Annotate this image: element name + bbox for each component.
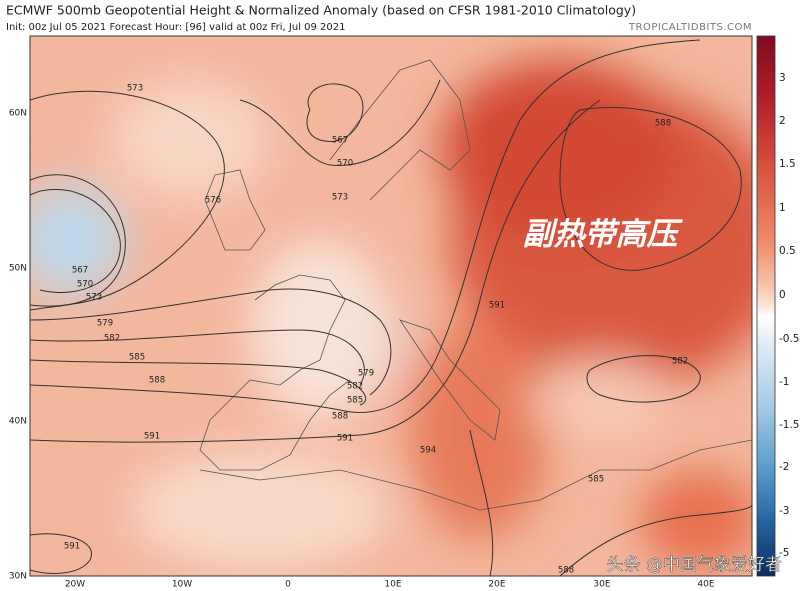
colorbar-label: 1.5: [779, 158, 796, 170]
contour-label: 588: [332, 412, 348, 422]
colorbar-label: 0.5: [779, 245, 796, 257]
source: TROPICALTIDBITS.COM: [628, 22, 752, 33]
contour-label: 576: [205, 196, 221, 206]
annotation: 副热带高压: [523, 217, 684, 253]
contour-label: 591: [337, 434, 353, 444]
lat-label: 30N: [9, 572, 27, 582]
contour-label: 585: [129, 353, 145, 363]
lon-label: 30E: [593, 580, 610, 590]
subtitle: Init: 00z Jul 05 2021 Forecast Hour: [96…: [6, 22, 346, 33]
contour-label: 573: [332, 193, 348, 203]
contour-label: 567: [332, 136, 348, 146]
map-field: [30, 36, 752, 576]
contour-label: 588: [558, 566, 574, 576]
lon-label: 10W: [172, 580, 192, 590]
colorbar-label: -2: [779, 461, 789, 473]
colorbar-label: 0: [779, 289, 786, 301]
colorbar-label: -3: [779, 505, 789, 517]
contour-label: 591: [489, 301, 505, 311]
contour-label: 591: [144, 432, 160, 442]
watermark: 头条 @中国气象爱好者: [607, 555, 782, 575]
colorbar-label: 2: [779, 115, 786, 127]
lon-label: 0: [285, 580, 291, 590]
contour-label: 579: [358, 369, 374, 379]
contour-label: 582: [672, 357, 688, 367]
colorbar-label: -1.5: [779, 419, 800, 431]
lat-label: 50N: [9, 264, 27, 274]
contour-label: 585: [588, 475, 604, 485]
colorbar-label: 3: [779, 72, 786, 84]
contour-label: 594: [420, 446, 436, 456]
lat-label: 40N: [9, 417, 27, 427]
colorbar-labels: 3 2 1.5 1 0.5 0 -0.5 -1 -1.5 -2 -3 -5: [779, 72, 800, 559]
contour-label: 585: [347, 396, 363, 406]
lon-label: 10E: [384, 580, 401, 590]
contour-label: 570: [337, 159, 353, 169]
contour-label: 579: [97, 319, 113, 329]
contour-label: 588: [149, 376, 165, 386]
contour-label: 573: [127, 84, 143, 94]
colorbar-label: -5: [779, 547, 789, 559]
colorbar-label: -1: [779, 376, 789, 388]
contour-label: 582: [347, 382, 363, 392]
map-frame: [29, 35, 753, 577]
colorbar-label: 1: [779, 202, 786, 214]
lon-label: 40E: [697, 580, 714, 590]
contour-label: 588: [655, 119, 671, 129]
colorbar: [756, 35, 776, 577]
title: ECMWF 500mb Geopotential Height & Normal…: [6, 3, 636, 18]
colorbar-label: -0.5: [779, 333, 800, 345]
lat-label: 60N: [9, 109, 27, 119]
lon-label: 20E: [488, 580, 505, 590]
lon-label: 20W: [65, 580, 85, 590]
contour-label: 570: [77, 280, 93, 290]
contour-label: 582: [104, 334, 120, 344]
contour-label: 567: [72, 266, 88, 276]
contour-labels: 573 567 570 573 576 567 570 573 579 582 …: [64, 84, 688, 576]
contour-label: 573: [86, 293, 102, 303]
contour-label: 591: [64, 542, 80, 552]
